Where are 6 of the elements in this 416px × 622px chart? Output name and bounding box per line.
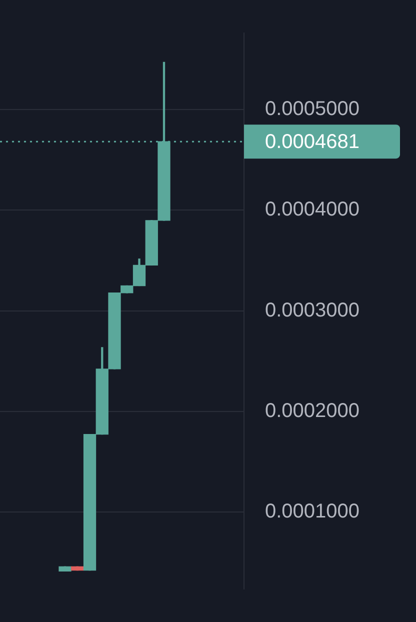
- y-tick-label: 0.0001000: [265, 500, 360, 523]
- ref-line-label: 0.0004681: [265, 131, 360, 154]
- y-tick-label: 0.0002000: [265, 400, 360, 422]
- y-tick-label: 0.0005000: [265, 98, 360, 120]
- y-tick-label: 0.0003000: [265, 299, 360, 322]
- y-tick-label: 0.0004000: [265, 198, 360, 221]
